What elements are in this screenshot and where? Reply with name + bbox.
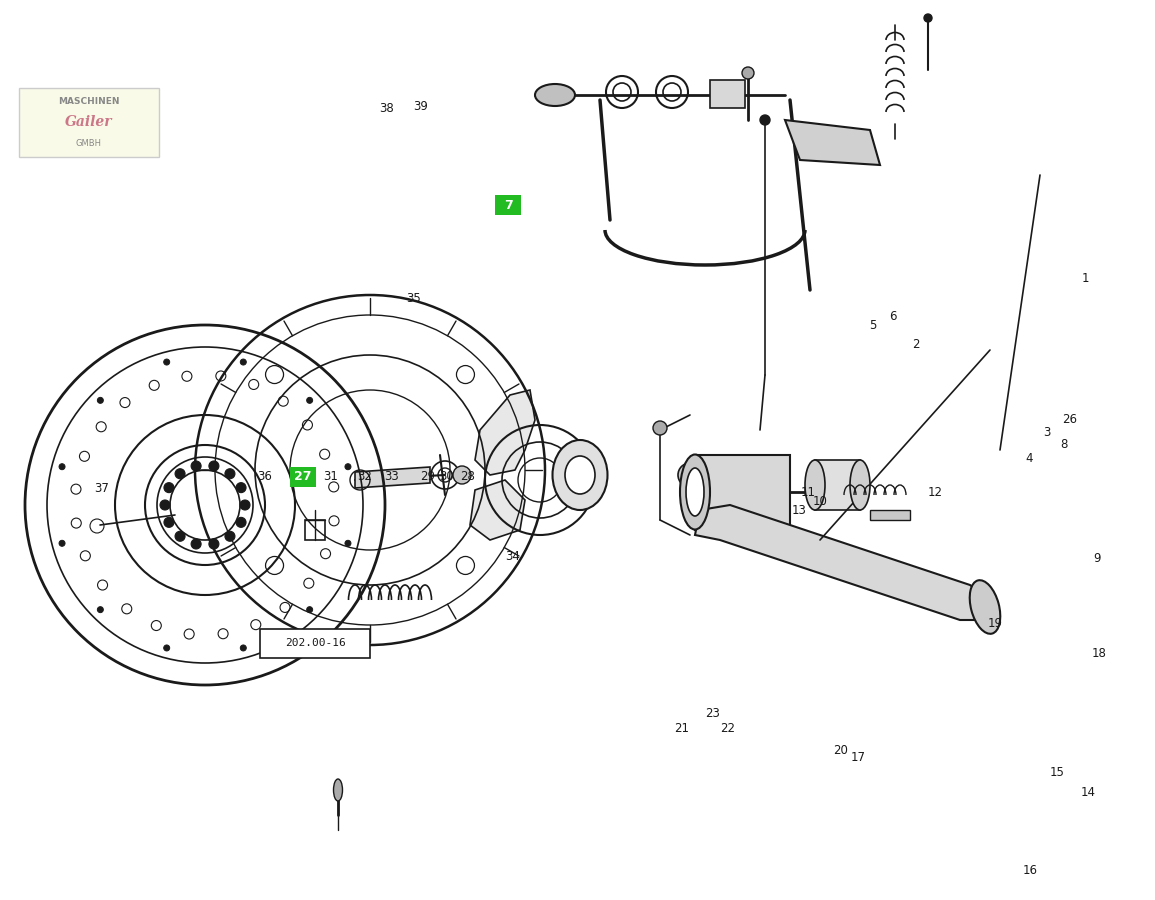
Text: 5: 5	[870, 320, 877, 332]
Ellipse shape	[850, 460, 870, 510]
Text: Gailer: Gailer	[65, 115, 113, 130]
Text: 16: 16	[1023, 864, 1037, 877]
Circle shape	[236, 482, 246, 492]
Circle shape	[924, 14, 932, 22]
Text: 4: 4	[1026, 453, 1033, 465]
Text: 17: 17	[851, 752, 865, 764]
Circle shape	[176, 531, 185, 541]
Polygon shape	[710, 80, 745, 108]
Text: 19: 19	[989, 617, 1003, 630]
Polygon shape	[475, 390, 535, 475]
Ellipse shape	[686, 468, 705, 516]
Text: 23: 23	[706, 707, 720, 720]
Text: 38: 38	[380, 102, 394, 114]
Circle shape	[345, 540, 351, 546]
Text: 2: 2	[912, 338, 919, 351]
Text: 33: 33	[385, 471, 398, 483]
Text: 35: 35	[407, 292, 420, 305]
Text: 8: 8	[1060, 438, 1067, 451]
Text: 27: 27	[293, 471, 312, 483]
Polygon shape	[470, 480, 526, 540]
Text: MASCHINEN: MASCHINEN	[58, 97, 120, 106]
Text: 39: 39	[413, 100, 427, 112]
Text: 202.00-16: 202.00-16	[285, 638, 345, 649]
Ellipse shape	[334, 779, 343, 801]
Circle shape	[653, 421, 666, 435]
Text: GMBH: GMBH	[76, 139, 102, 148]
Text: 30: 30	[440, 471, 454, 483]
Ellipse shape	[680, 454, 710, 529]
Text: 28: 28	[461, 471, 475, 483]
Circle shape	[164, 645, 170, 651]
Text: 6: 6	[889, 310, 896, 323]
Circle shape	[209, 461, 219, 471]
Circle shape	[191, 539, 201, 549]
Polygon shape	[305, 520, 325, 540]
Text: 13: 13	[792, 504, 806, 517]
Text: 36: 36	[258, 471, 271, 483]
Ellipse shape	[970, 580, 1000, 634]
Circle shape	[678, 463, 702, 487]
Circle shape	[225, 469, 234, 479]
Circle shape	[306, 607, 313, 613]
Ellipse shape	[565, 456, 595, 494]
Text: 14: 14	[1081, 787, 1095, 799]
Circle shape	[161, 500, 170, 510]
Text: 26: 26	[1063, 413, 1076, 426]
Circle shape	[240, 359, 246, 365]
Circle shape	[240, 645, 246, 651]
Text: 1: 1	[1082, 273, 1089, 285]
Ellipse shape	[535, 84, 575, 106]
Ellipse shape	[805, 460, 825, 510]
Polygon shape	[695, 505, 990, 620]
Circle shape	[453, 466, 471, 484]
Circle shape	[164, 482, 174, 492]
Text: 12: 12	[929, 486, 942, 499]
Circle shape	[59, 464, 65, 470]
Text: 32: 32	[358, 471, 372, 483]
Circle shape	[59, 540, 65, 546]
Text: 10: 10	[813, 495, 827, 508]
Text: 37: 37	[95, 482, 109, 495]
Circle shape	[236, 518, 246, 527]
Circle shape	[97, 607, 103, 613]
FancyBboxPatch shape	[495, 195, 521, 215]
Polygon shape	[355, 467, 430, 488]
Circle shape	[176, 469, 185, 479]
Circle shape	[164, 359, 170, 365]
Polygon shape	[695, 455, 790, 530]
Text: 31: 31	[323, 471, 337, 483]
Circle shape	[164, 518, 174, 527]
Ellipse shape	[552, 440, 608, 510]
Text: 11: 11	[802, 486, 815, 499]
Text: 3: 3	[1043, 426, 1050, 438]
Text: 9: 9	[1094, 552, 1101, 564]
Text: 29: 29	[420, 471, 434, 483]
Text: 18: 18	[1093, 647, 1106, 660]
Circle shape	[742, 67, 754, 79]
FancyBboxPatch shape	[290, 467, 315, 487]
Circle shape	[240, 500, 249, 510]
FancyBboxPatch shape	[260, 629, 370, 658]
Text: 34: 34	[506, 550, 520, 562]
Text: 15: 15	[1050, 766, 1064, 778]
Circle shape	[306, 397, 313, 403]
Circle shape	[191, 461, 201, 471]
Circle shape	[345, 464, 351, 470]
Circle shape	[760, 115, 770, 125]
Text: 7: 7	[504, 199, 513, 212]
Circle shape	[97, 397, 103, 403]
FancyBboxPatch shape	[18, 88, 159, 157]
Polygon shape	[815, 460, 860, 510]
Text: 21: 21	[675, 723, 688, 735]
Text: 22: 22	[721, 723, 735, 735]
Polygon shape	[870, 510, 910, 520]
Circle shape	[225, 531, 234, 541]
Circle shape	[209, 539, 219, 549]
Polygon shape	[785, 120, 880, 165]
Text: 20: 20	[834, 744, 848, 757]
